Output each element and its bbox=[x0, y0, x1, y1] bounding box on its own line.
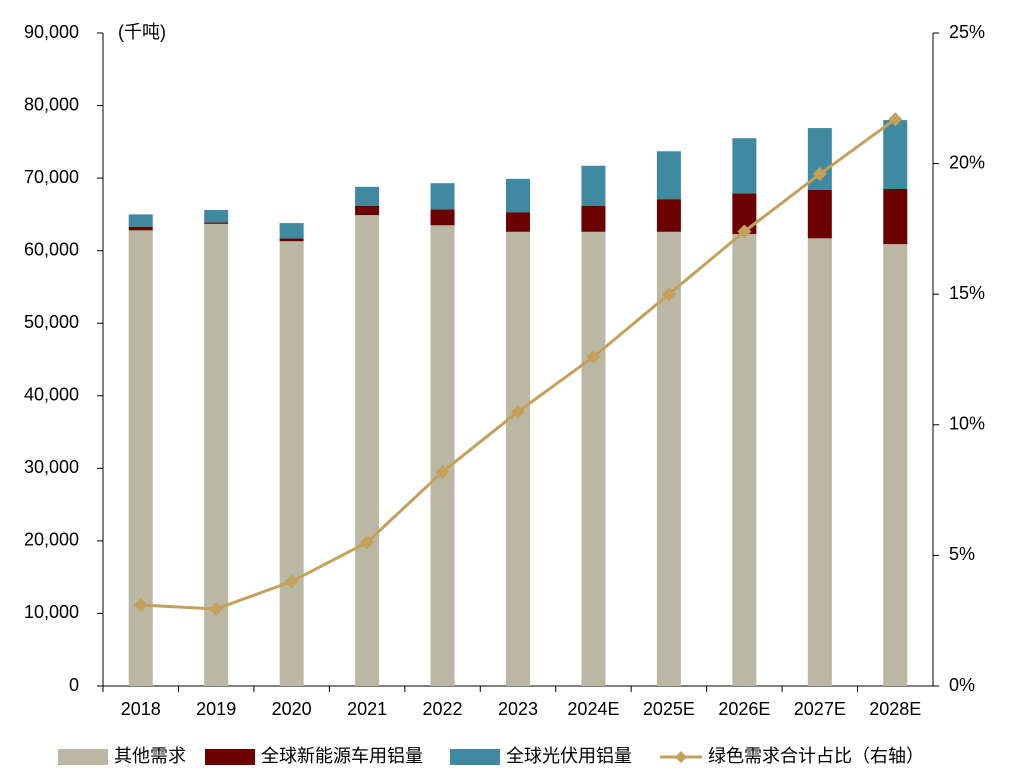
x-tick-label: 2028E bbox=[869, 699, 921, 719]
bar bbox=[430, 209, 455, 226]
legend-label: 绿色需求合计占比（右轴） bbox=[708, 746, 924, 766]
marker bbox=[586, 349, 601, 364]
bar bbox=[656, 231, 681, 686]
y2-tick-label: 20% bbox=[949, 152, 985, 172]
legend-label: 全球光伏用铝量 bbox=[506, 746, 632, 766]
marker bbox=[360, 535, 375, 550]
y-tick-label: 70,000 bbox=[24, 167, 79, 187]
bar bbox=[581, 205, 606, 232]
marker bbox=[209, 601, 224, 616]
x-tick-label: 2024E bbox=[567, 699, 619, 719]
bar bbox=[128, 226, 153, 231]
bar bbox=[128, 214, 153, 227]
bar bbox=[355, 215, 380, 686]
y2-tick-label: 5% bbox=[949, 544, 975, 564]
bar bbox=[204, 222, 229, 224]
x-tick-label: 2022 bbox=[423, 699, 463, 719]
marker bbox=[661, 287, 676, 302]
bar bbox=[883, 188, 908, 245]
y-tick-label: 40,000 bbox=[24, 385, 79, 405]
marker bbox=[284, 574, 299, 589]
x-tick-label: 2019 bbox=[196, 699, 236, 719]
marker bbox=[888, 112, 903, 127]
x-tick-label: 2026E bbox=[718, 699, 770, 719]
bar bbox=[656, 199, 681, 232]
y2-tick-label: 10% bbox=[949, 414, 985, 434]
bar bbox=[204, 223, 229, 686]
marker bbox=[133, 598, 148, 613]
bar bbox=[279, 241, 304, 687]
bar bbox=[656, 151, 681, 200]
y-tick-label: 0 bbox=[69, 675, 79, 695]
marker bbox=[812, 167, 827, 182]
x-tick-label: 2020 bbox=[272, 699, 312, 719]
y-tick-label: 90,000 bbox=[24, 22, 79, 42]
marker bbox=[737, 224, 752, 239]
bar bbox=[807, 189, 832, 239]
y-tick-label: 60,000 bbox=[24, 239, 79, 259]
bar bbox=[581, 165, 606, 206]
y-tick-label: 20,000 bbox=[24, 530, 79, 550]
unit-label: (千吨) bbox=[118, 22, 166, 42]
bar bbox=[128, 230, 153, 686]
bar bbox=[581, 231, 606, 686]
bar bbox=[506, 231, 530, 686]
bar bbox=[883, 244, 908, 687]
y2-tick-label: 0% bbox=[949, 675, 975, 695]
marker bbox=[511, 404, 525, 419]
marker bbox=[435, 464, 450, 479]
legend-swatch bbox=[205, 749, 255, 765]
x-tick-label: 2021 bbox=[347, 699, 387, 719]
bar bbox=[279, 238, 304, 242]
bar bbox=[807, 238, 832, 687]
bar bbox=[883, 120, 908, 189]
bar bbox=[506, 178, 530, 213]
bar bbox=[279, 223, 304, 239]
x-tick-label: 2025E bbox=[643, 699, 695, 719]
bar bbox=[355, 205, 380, 216]
y-tick-label: 30,000 bbox=[24, 457, 79, 477]
bar bbox=[355, 186, 380, 206]
legend-swatch bbox=[450, 749, 500, 765]
bar bbox=[204, 210, 229, 223]
y2-tick-label: 25% bbox=[949, 22, 985, 42]
x-tick-label: 2023 bbox=[498, 699, 538, 719]
legend-swatch bbox=[58, 749, 108, 765]
y2-tick-label: 15% bbox=[949, 283, 985, 303]
y-tick-label: 50,000 bbox=[24, 312, 79, 332]
legend-label: 其他需求 bbox=[114, 746, 186, 766]
bar bbox=[732, 233, 757, 686]
bar bbox=[430, 225, 455, 686]
y-tick-label: 10,000 bbox=[24, 602, 79, 622]
x-tick-label: 2027E bbox=[794, 699, 846, 719]
legend-label: 全球新能源车用铝量 bbox=[261, 746, 423, 766]
bar bbox=[732, 138, 757, 194]
legend-marker bbox=[675, 751, 687, 763]
y-tick-label: 80,000 bbox=[24, 94, 79, 114]
x-tick-label: 2018 bbox=[121, 699, 161, 719]
bar bbox=[506, 212, 530, 232]
bar bbox=[430, 183, 455, 210]
